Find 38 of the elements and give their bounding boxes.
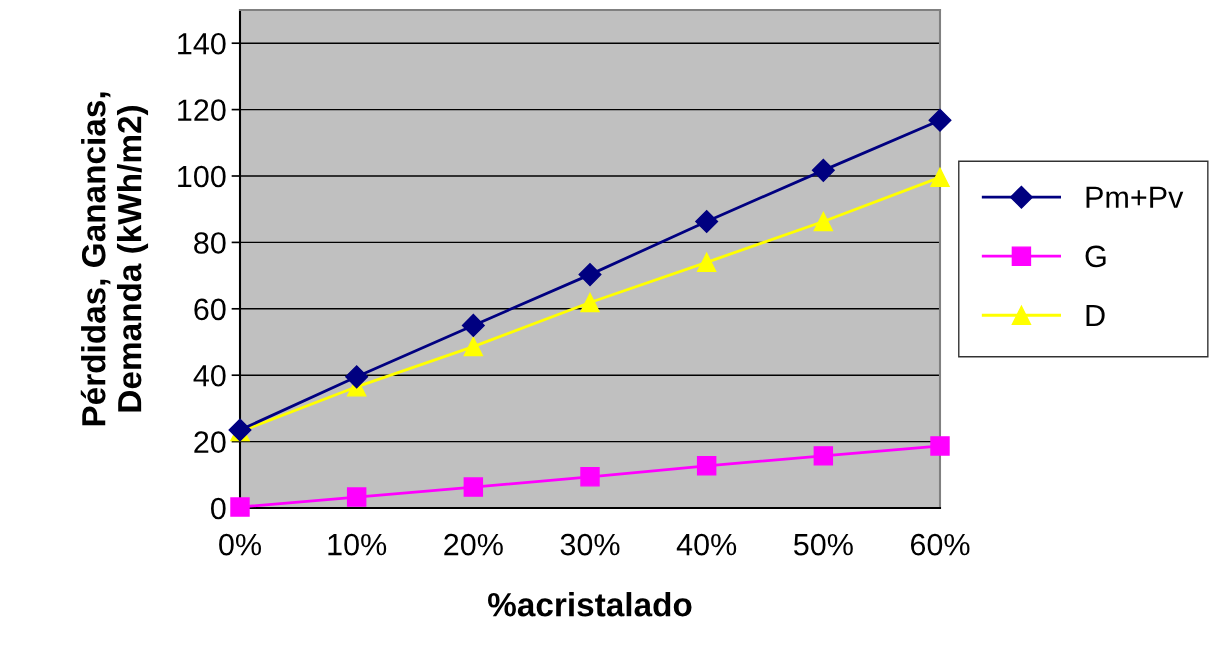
y-tick-label: 60 xyxy=(194,298,226,321)
y-tick-label: 120 xyxy=(178,99,226,121)
point xyxy=(695,209,719,233)
legend-label: G xyxy=(1085,245,1106,268)
point xyxy=(696,252,717,273)
point xyxy=(811,158,835,182)
point xyxy=(463,336,484,357)
point xyxy=(930,436,950,456)
point xyxy=(696,456,717,476)
point xyxy=(346,487,367,507)
y-tick-label: 0 xyxy=(211,497,226,520)
point xyxy=(578,263,602,287)
legend-label: D xyxy=(1086,304,1105,326)
x-tick-label: 10% xyxy=(328,533,387,556)
legend-label: Pm+Pv xyxy=(1086,186,1184,208)
point xyxy=(461,313,485,337)
point xyxy=(345,365,369,389)
x-tick-label: 40% xyxy=(676,533,737,556)
y-tick-label: 80 xyxy=(194,232,226,254)
point xyxy=(813,446,834,466)
point xyxy=(813,211,834,232)
x-axis-title: %acristalado xyxy=(488,592,692,617)
x-tick-label: 0% xyxy=(219,533,261,556)
y-tick-label: 100 xyxy=(178,165,226,188)
y-tick-label: 40 xyxy=(193,364,226,387)
x-tick-label: 60% xyxy=(910,533,970,556)
point xyxy=(930,167,950,188)
x-tick-label: 30% xyxy=(560,533,620,556)
point xyxy=(580,467,600,487)
point xyxy=(230,497,250,517)
y-tick-label: 20 xyxy=(194,431,226,453)
y-tick-label: 140 xyxy=(178,32,226,55)
point xyxy=(928,108,952,132)
y-axis-title: Pérdidas, Ganancias, Demanda (kWh/m2) xyxy=(80,92,149,426)
x-tick-label: 50% xyxy=(793,533,853,556)
x-tick-label: 20% xyxy=(444,533,503,556)
point xyxy=(463,477,484,497)
point xyxy=(580,292,600,313)
